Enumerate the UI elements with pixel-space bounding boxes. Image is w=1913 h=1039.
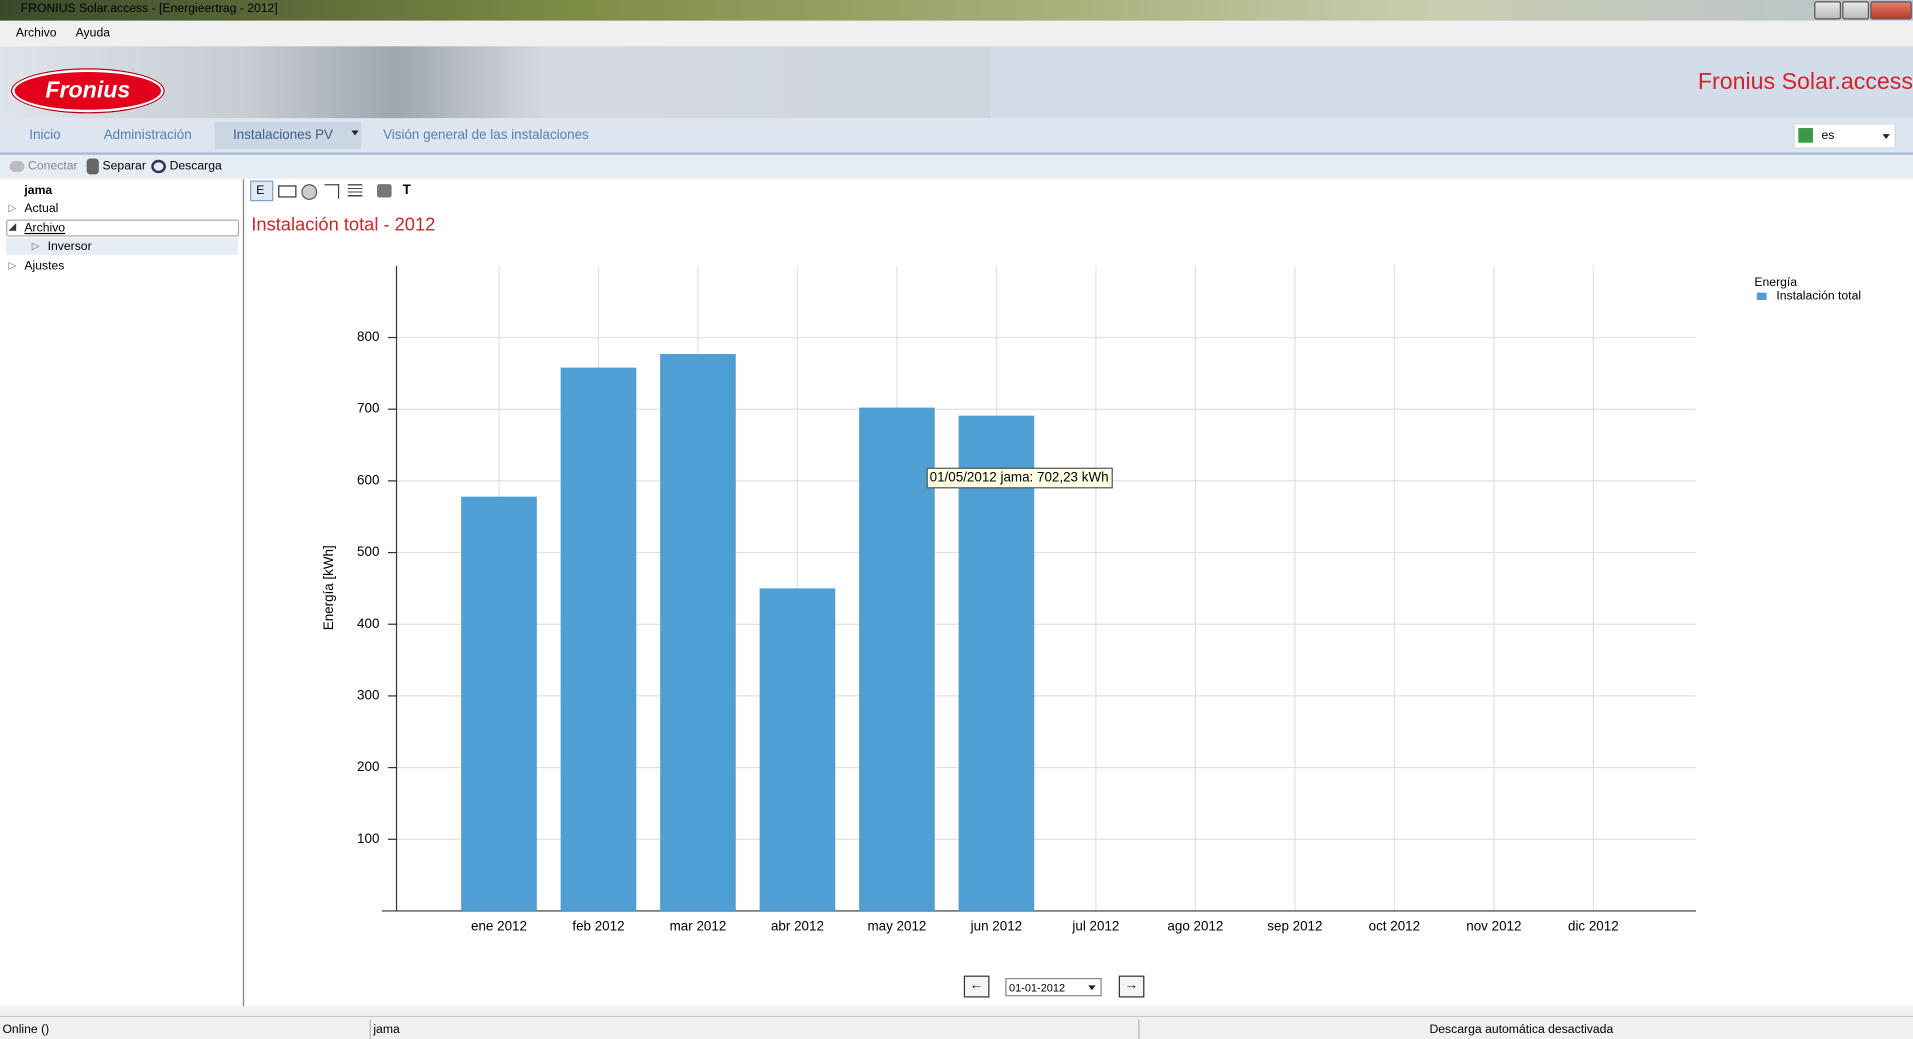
- status-text: Online (): [2, 1023, 50, 1037]
- x-tick-label: ene 2012: [471, 918, 527, 933]
- x-tick-label: sep 2012: [1267, 918, 1322, 933]
- tree-root[interactable]: jama: [24, 184, 53, 198]
- x-tick-label: dic 2012: [1568, 918, 1619, 933]
- y-tick-label: 700: [357, 401, 379, 416]
- language-select[interactable]: es: [1793, 123, 1896, 149]
- menu-item[interactable]: Archivo: [15, 26, 57, 41]
- energy-view-button[interactable]: E: [250, 180, 274, 202]
- tree-item[interactable]: Actual: [24, 202, 59, 216]
- bar: [859, 407, 935, 911]
- x-tick-label: may 2012: [867, 918, 926, 933]
- expander: ▷: [8, 202, 17, 214]
- kwh-button[interactable]: [347, 184, 363, 198]
- status-text: Descarga automática desactivada: [1429, 1023, 1614, 1037]
- money-button[interactable]: [301, 184, 318, 200]
- maximize-button[interactable]: [1842, 1, 1870, 20]
- expander: ▷: [8, 259, 17, 271]
- expander: ◢: [8, 220, 17, 232]
- language: es: [1821, 129, 1835, 143]
- tooltip: 01/05/2012 jama: 702,23 kWh: [930, 470, 1109, 485]
- toolbar-button[interactable]: Conectar: [28, 159, 78, 174]
- y-tick-label: 300: [357, 687, 379, 702]
- tooltip-box: [926, 467, 1113, 489]
- icon-label: E: [256, 184, 265, 198]
- product-name: Fronius Solar.access: [1697, 69, 1913, 96]
- expander: ▷: [31, 240, 40, 252]
- dropdown-arrow: [1088, 985, 1096, 991]
- y-tick-label: 100: [357, 831, 379, 846]
- x-tick-label: jul 2012: [1071, 918, 1119, 933]
- toolbar-button[interactable]: Separar: [102, 159, 146, 174]
- close-button[interactable]: [1870, 1, 1912, 20]
- y-tick-label: 600: [357, 472, 379, 487]
- chart: Instalación total - 2012 100 200 300 400 500 6…: [251, 213, 1861, 933]
- disconnect-icon: [86, 158, 99, 175]
- y-tick-label: 500: [357, 544, 379, 559]
- x-tick-label: mar 2012: [670, 918, 727, 933]
- status-bar: Online () jama Descarga automática desac…: [0, 1015, 1913, 1039]
- toolbar: Conectar Separar Descarga: [0, 154, 1913, 179]
- selected-outline: [6, 219, 240, 237]
- y-tick-label: 400: [357, 616, 379, 631]
- legend-label: Instalación total: [1776, 289, 1861, 303]
- nav-tab[interactable]: Inicio: [29, 128, 61, 143]
- status-text: jama: [373, 1023, 400, 1037]
- dropdown-arrow: [351, 130, 359, 136]
- print-button[interactable]: [376, 184, 392, 198]
- nav-bar: Inicio Administración Instalaciones PV V…: [0, 118, 1913, 155]
- text-button[interactable]: T: [402, 182, 411, 198]
- x-tick-label: nov 2012: [1466, 918, 1521, 933]
- y-tick-label: 200: [357, 759, 379, 774]
- bar: [461, 496, 537, 911]
- x-tick-label: oct 2012: [1369, 918, 1420, 933]
- title-bar: FRONIUS Solar.access - [Energieertrag - …: [0, 0, 1913, 21]
- nav-tab[interactable]: Instalaciones PV: [233, 128, 333, 143]
- logo: Fronius: [12, 69, 164, 113]
- tree-panel: jama ▷ Actual ◢ Archivo ▷ Inversor ▷ Aju…: [0, 179, 245, 1007]
- download-icon: [151, 159, 166, 174]
- active-tab-bg: [214, 121, 362, 149]
- row-highlight: [6, 237, 238, 255]
- zoom-button[interactable]: [324, 184, 340, 199]
- bar: [560, 367, 637, 911]
- menu-bar: Archivo Ayuda: [0, 20, 1913, 47]
- language-icon: [1798, 128, 1813, 143]
- separator: [1138, 1019, 1140, 1039]
- banner-image: [0, 46, 991, 119]
- banner: [990, 46, 1913, 119]
- y-axis-label: Energía [kWh]: [321, 545, 336, 630]
- toolbar-button[interactable]: Descarga: [169, 159, 222, 174]
- x-tick-label: jun 2012: [970, 918, 1022, 933]
- nav-tab[interactable]: Administración: [103, 128, 192, 143]
- nav-tab[interactable]: Visión general de las instalaciones: [383, 128, 589, 143]
- co2-button[interactable]: [278, 185, 297, 198]
- tree-item[interactable]: Ajustes: [24, 259, 65, 274]
- connect-icon: [9, 160, 25, 172]
- minimize-button[interactable]: [1814, 1, 1842, 20]
- dropdown-arrow: [1882, 134, 1890, 140]
- x-tick-label: ago 2012: [1167, 918, 1223, 933]
- legend-title: Energía: [1754, 275, 1797, 289]
- tree-item[interactable]: Archivo: [24, 221, 66, 236]
- window-title: FRONIUS Solar.access - [Energieertrag - …: [20, 2, 278, 16]
- chart-title: Instalación total - 2012: [251, 213, 435, 234]
- x-tick-label: abr 2012: [771, 918, 824, 933]
- menu-item[interactable]: Ayuda: [75, 26, 111, 41]
- tree-item[interactable]: Inversor: [47, 240, 92, 254]
- date-select[interactable]: 01-01-2012: [1005, 978, 1102, 997]
- prev-button[interactable]: ←: [963, 975, 990, 998]
- y-tick-label: 800: [357, 329, 379, 344]
- legend-swatch: [1756, 292, 1767, 300]
- x-tick-label: feb 2012: [572, 918, 624, 933]
- next-button[interactable]: →: [1118, 975, 1145, 998]
- bar: [660, 354, 736, 911]
- bar: [958, 415, 1035, 911]
- bar: [759, 588, 836, 911]
- date-value: 01-01-2012: [1008, 981, 1066, 994]
- separator: [369, 1019, 371, 1039]
